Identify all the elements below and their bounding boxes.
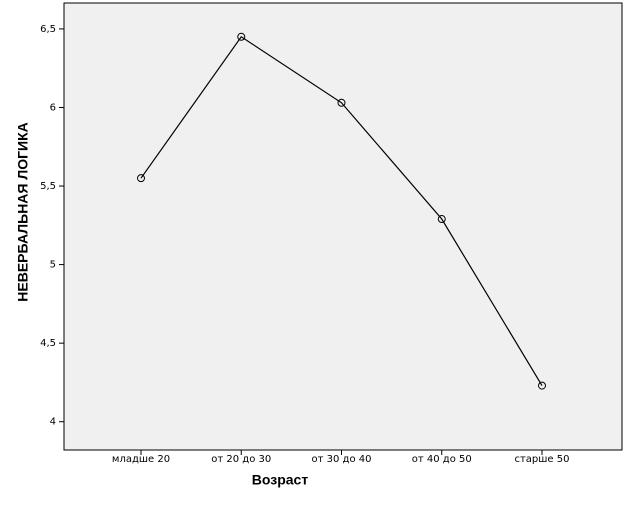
y-tick-label: 5,5 [40, 181, 56, 192]
y-tick-label: 4 [50, 417, 56, 428]
y-tick-label: 6,5 [40, 24, 56, 35]
point [237, 32, 246, 41]
x-tick-label: младше 20 [112, 454, 170, 465]
point [337, 98, 346, 107]
x-axis-title: Возраст [252, 472, 309, 488]
point [137, 174, 145, 183]
y-axis-title: НЕВЕРБАЛЬНАЯ ЛОГИКА [15, 122, 31, 301]
x-tick-label: старше 50 [514, 454, 569, 465]
y-tick-label: 6 [50, 102, 56, 113]
plot-area [63, 2, 623, 451]
point [538, 381, 546, 390]
x-tick-label: от 40 до 50 [412, 454, 472, 465]
x-tick-label: от 30 до 40 [312, 454, 372, 465]
line [140, 35, 543, 386]
y-tick-label: 5 [50, 260, 56, 271]
y-tick-label: 4,5 [40, 338, 56, 349]
x-tick-label: от 20 до 30 [211, 454, 271, 465]
point [437, 215, 446, 224]
